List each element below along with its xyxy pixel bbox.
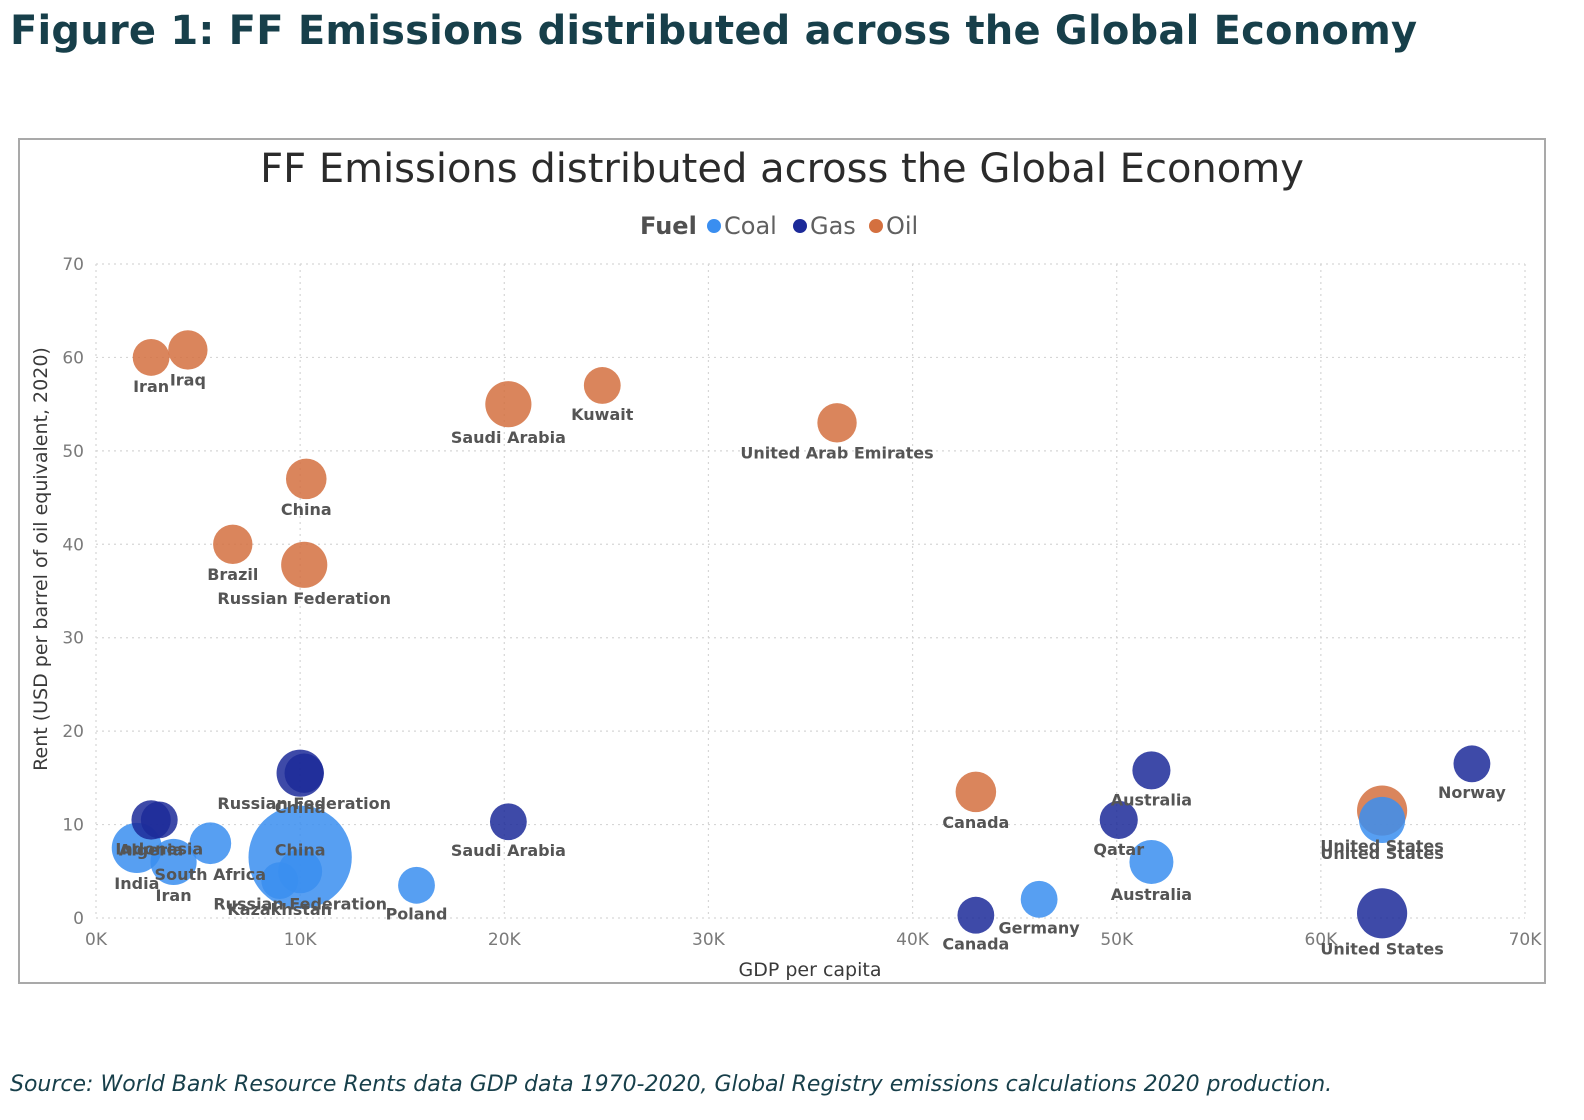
point-label-coal-united-states: United States — [1320, 844, 1443, 863]
y-tick-label: 60 — [62, 348, 84, 368]
x-tick-label: 70K — [1509, 930, 1543, 950]
point-label-coal-poland: Poland — [386, 905, 448, 924]
point-label-gas-saudi-arabia: Saudi Arabia — [451, 841, 566, 860]
y-tick-label: 0 — [73, 909, 84, 929]
x-tick-label: 30K — [692, 930, 726, 950]
legend-swatch-coal — [707, 219, 721, 233]
x-tick-label: 0K — [85, 930, 108, 950]
bubble-oil-kuwait — [583, 367, 621, 404]
point-label-oil-brazil: Brazil — [207, 565, 258, 584]
y-tick-label: 20 — [62, 722, 84, 742]
chart-title: FF Emissions distributed across the Glob… — [260, 146, 1304, 192]
bubble-coal-poland — [398, 866, 435, 904]
y-tick-label: 50 — [62, 442, 84, 462]
x-axis-ticks: 0K 10K 20K 30K 40K 50K 60K 70K — [85, 930, 1542, 950]
bubble-oil-united-arab-emirates — [817, 403, 857, 443]
bubble-coal-germany — [1020, 880, 1058, 918]
x-tick-label: 40K — [896, 930, 930, 950]
x-axis-title: GDP per capita — [739, 959, 882, 981]
bubble-oil-brazil — [213, 524, 253, 564]
bubble-oil-china — [285, 458, 327, 500]
y-tick-label: 10 — [62, 816, 84, 836]
y-tick-label: 70 — [62, 255, 84, 275]
chart-frame: FF Emissions distributed across the Glob… — [18, 138, 1546, 984]
point-label-gas-canada: Canada — [942, 935, 1009, 954]
bubble-oil-saudi-arabia — [485, 381, 532, 428]
x-tick-label: 60K — [1304, 930, 1338, 950]
point-label-coal-india: India — [114, 874, 159, 893]
point-label-coal-germany: Germany — [999, 919, 1081, 938]
point-label-oil-china: China — [281, 500, 332, 519]
legend-label-oil: Oil — [886, 212, 918, 240]
figure-title: Figure 1: FF Emissions distributed acros… — [10, 8, 1418, 54]
bubble-oil-iran — [132, 339, 170, 376]
bubble-gas-australia — [1132, 751, 1171, 790]
bubble-gas-russian-federation — [284, 753, 324, 793]
bubble-gas-indonesia — [140, 801, 178, 839]
x-tick-label: 10K — [284, 930, 318, 950]
bubble-gas-saudi-arabia — [489, 803, 527, 841]
point-label-oil-kuwait: Kuwait — [571, 405, 634, 424]
point-label-coal-australia: Australia — [1111, 885, 1192, 904]
point-label-coal-china: China — [275, 840, 326, 859]
point-label-gas-united-states: United States — [1320, 939, 1443, 958]
bubble-oil-canada — [955, 771, 997, 813]
point-label-coal-russian-federation: Russian Federation — [213, 894, 387, 913]
point-label-oil-iraq: Iraq — [170, 371, 206, 390]
bubble-gas-united-states — [1357, 888, 1408, 939]
legend-label-coal: Coal — [724, 212, 777, 240]
bubble-gas-canada — [957, 896, 995, 934]
point-label-gas-indonesia: Indonesia — [115, 839, 203, 858]
bubble-chart: FF Emissions distributed across the Glob… — [30, 146, 1542, 981]
point-label-gas-australia: Australia — [1111, 790, 1192, 809]
legend-label-gas: Gas — [810, 212, 856, 240]
point-label-gas-algeria: Algeria — [119, 841, 183, 860]
y-tick-label: 40 — [62, 535, 84, 555]
gridlines — [95, 263, 1526, 919]
point-label-oil-saudi-arabia: Saudi Arabia — [451, 428, 566, 447]
point-label-coal-kazakhstan: Kazakhstan — [227, 900, 332, 919]
point-label-oil-united-arab-emirates: United Arab Emirates — [740, 444, 933, 463]
legend-swatch-gas — [793, 219, 807, 233]
source-note: Source: World Bank Resource Rents data G… — [10, 1072, 1333, 1097]
x-tick-label: 20K — [488, 930, 522, 950]
bubble-gas-qatar — [1099, 800, 1138, 839]
bubble-coal-iran — [150, 838, 197, 886]
bubble-gas-norway — [1453, 745, 1491, 783]
legend: Fuel Coal Gas Oil — [640, 212, 918, 240]
bubbles — [111, 330, 1491, 939]
legend-swatch-oil — [869, 219, 883, 233]
point-label-gas-russian-federation: Russian Federation — [217, 794, 391, 813]
bubble-coal-south-africa — [189, 822, 232, 865]
point-label-oil-russian-federation: Russian Federation — [217, 589, 391, 608]
point-label-oil-united-states: United States — [1320, 837, 1443, 856]
point-label-gas-qatar: Qatar — [1093, 840, 1144, 859]
point-label-gas-norway: Norway — [1438, 783, 1506, 802]
point-label-oil-canada: Canada — [942, 813, 1009, 832]
y-tick-label: 30 — [62, 629, 84, 649]
bubble-coal-australia — [1129, 839, 1174, 884]
point-label-gas-china: China — [275, 798, 326, 817]
x-tick-label: 50K — [1100, 930, 1134, 950]
legend-title: Fuel — [640, 212, 697, 240]
point-label-coal-iran: Iran — [156, 886, 192, 905]
bubble-oil-russian-federation — [281, 541, 328, 588]
point-label-oil-iran: Iran — [133, 377, 169, 396]
point-label-coal-south-africa: South Africa — [155, 865, 267, 884]
bubble-oil-iraq — [168, 330, 208, 370]
y-axis-ticks: 0 10 20 30 40 50 60 70 — [62, 255, 84, 929]
bubble-coal-united-states — [1359, 796, 1406, 843]
bubble-coal-kazakhstan — [261, 862, 299, 900]
y-axis-title: Rent (USD per barrel of oil equivalent, … — [30, 347, 52, 771]
